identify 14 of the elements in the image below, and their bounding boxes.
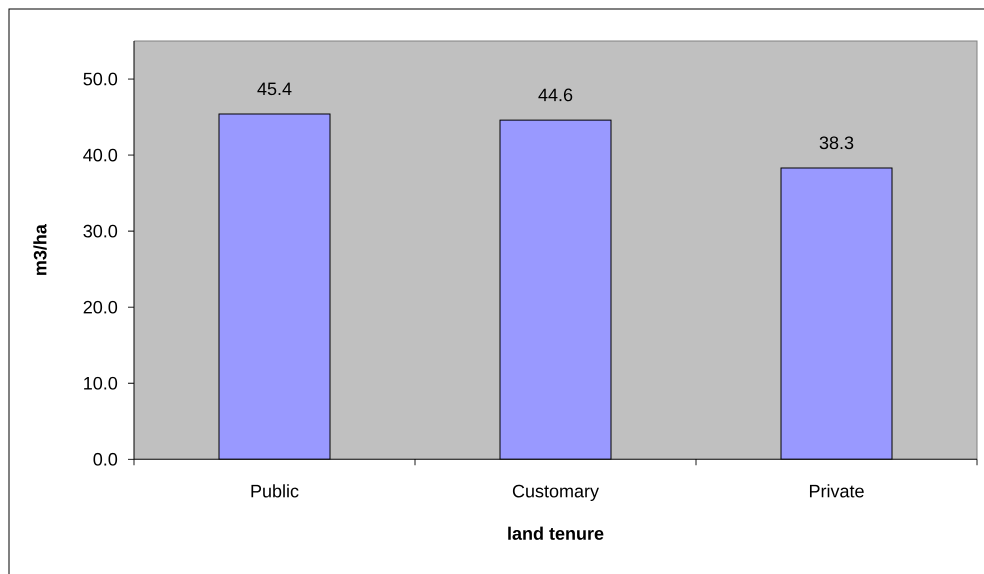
- y-tick-label: 30.0: [83, 224, 118, 238]
- y-tick-label: 50.0: [83, 72, 118, 86]
- x-tick-label: Customary: [512, 484, 599, 502]
- x-axis-title: land tenure: [508, 526, 604, 540]
- data-label: 38.3: [820, 136, 854, 150]
- y-tick-label: 10.0: [84, 376, 118, 390]
- y-tick-label: 40.0: [83, 148, 118, 162]
- data-label: 44.6: [538, 88, 572, 102]
- y-axis-title: m3/ha: [33, 224, 47, 275]
- x-tick-label: Private: [810, 484, 864, 498]
- y-tick-label: 0.0: [93, 452, 118, 466]
- y-tick-label: 20.0: [84, 300, 118, 314]
- x-tick-label: Public: [251, 484, 299, 498]
- data-label: 45.4: [257, 82, 292, 96]
